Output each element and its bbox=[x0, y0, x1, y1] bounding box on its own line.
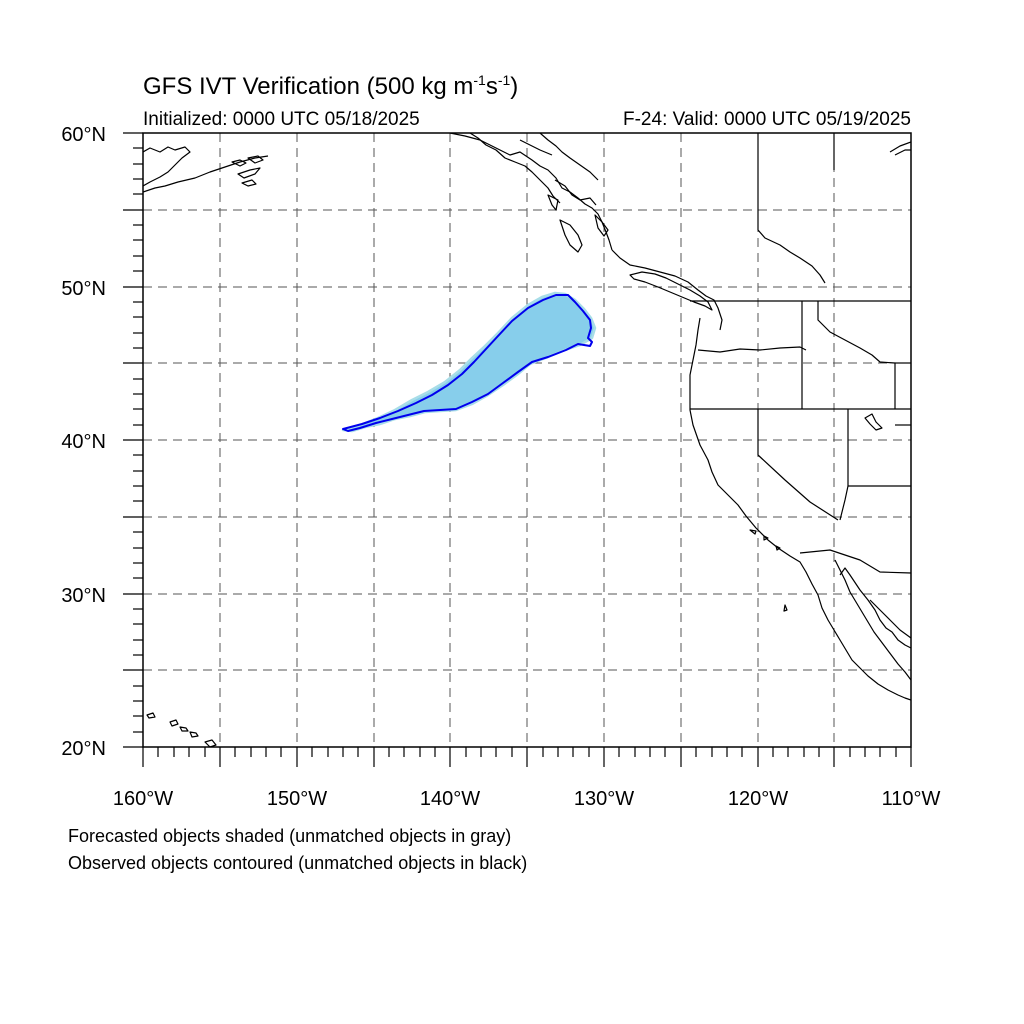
lon-label-150w: 150°W bbox=[267, 788, 327, 810]
lat-label-60: 60°N bbox=[61, 124, 106, 146]
lon-label-110w: 110°W bbox=[882, 788, 941, 810]
lat-label-50: 50°N bbox=[61, 278, 106, 300]
graticule-grid bbox=[143, 133, 911, 747]
lon-label-160w: 160°W bbox=[113, 788, 173, 810]
axis-ticks bbox=[123, 132, 912, 767]
forecast-caption: Forecasted objects shaded (unmatched obj… bbox=[68, 826, 512, 846]
valid-time-label: F-24: Valid: 0000 UTC 05/19/2025 bbox=[623, 109, 911, 130]
coastlines bbox=[143, 133, 911, 747]
lon-labels: 160°W 150°W 140°W 130°W 120°W 110°W bbox=[113, 788, 941, 810]
lon-label-130w: 130°W bbox=[574, 788, 634, 810]
lat-label-30: 30°N bbox=[61, 585, 106, 607]
lon-label-140w: 140°W bbox=[420, 788, 480, 810]
init-time-label: Initialized: 0000 UTC 05/18/2025 bbox=[143, 109, 420, 130]
lat-label-40: 40°N bbox=[61, 431, 106, 453]
lat-labels: 60°N 50°N 40°N 30°N 20°N bbox=[61, 124, 106, 760]
observed-ivt-contour bbox=[342, 294, 593, 432]
lon-label-120w: 120°W bbox=[728, 788, 788, 810]
chart-title: GFS IVT Verification (500 kg m-1s-1) bbox=[143, 72, 519, 100]
observed-caption: Observed objects contoured (unmatched ob… bbox=[68, 853, 528, 873]
forecast-ivt-object bbox=[341, 291, 597, 433]
lat-label-20: 20°N bbox=[61, 738, 106, 760]
